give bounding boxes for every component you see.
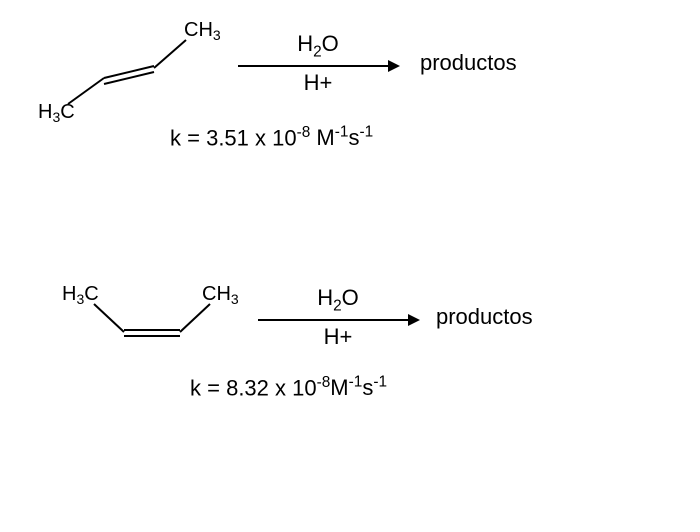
products-label: productos <box>436 304 533 330</box>
rate-prefix: k = <box>190 375 226 400</box>
reaction-trans: H3C CH3 H2O H+ productos k = 3.51 x 10-8… <box>0 18 700 118</box>
reagent-bottom: H+ <box>238 71 398 94</box>
reagent-bottom-text: H+ <box>324 324 353 349</box>
reaction-row: H3C CH3 H2O H+ productos <box>0 18 700 118</box>
rate-exp: -8 <box>317 374 331 391</box>
rate-unit: M-1s-1 <box>330 375 387 400</box>
rate-times: x 10 <box>249 125 297 150</box>
structure-trans-2-butene: H3C CH3 <box>38 18 228 128</box>
reaction-arrow: H2O H+ <box>258 286 418 348</box>
rate-constant: k = 3.51 x 10-8 M-1s-1 <box>170 124 373 151</box>
rate-constant: k = 8.32 x 10-8M-1s-1 <box>190 374 387 401</box>
structure-cis-2-butene: H3C CH3 <box>62 280 242 370</box>
label-right: CH3 <box>202 283 239 307</box>
label-left: H3C <box>62 283 99 307</box>
rate-prefix: k = <box>170 125 206 150</box>
reagent-top: H2O <box>258 286 418 315</box>
rate-coeff: 8.32 <box>226 375 269 400</box>
reagent-bottom: H+ <box>258 325 418 348</box>
reaction-arrow: H2O H+ <box>238 32 398 94</box>
reaction-cis: H3C CH3 H2O H+ productos k = 8.32 x 10-8… <box>0 280 700 380</box>
rate-times: x 10 <box>269 375 317 400</box>
reagent-top-text: H2O <box>297 31 339 56</box>
arrow-line-icon <box>258 319 418 321</box>
reagent-top: H2O <box>238 32 398 61</box>
arrow-line-icon <box>238 65 398 67</box>
reaction-row: H3C CH3 H2O H+ productos <box>0 280 700 380</box>
label-left: H3C <box>38 101 75 125</box>
rate-exp: -8 <box>297 124 311 141</box>
rate-coeff: 3.51 <box>206 125 249 150</box>
products-label: productos <box>420 50 517 76</box>
reagent-top-text: H2O <box>317 285 359 310</box>
reagent-bottom-text: H+ <box>304 70 333 95</box>
rate-unit: M-1s-1 <box>316 125 373 150</box>
label-right: CH3 <box>184 19 221 43</box>
